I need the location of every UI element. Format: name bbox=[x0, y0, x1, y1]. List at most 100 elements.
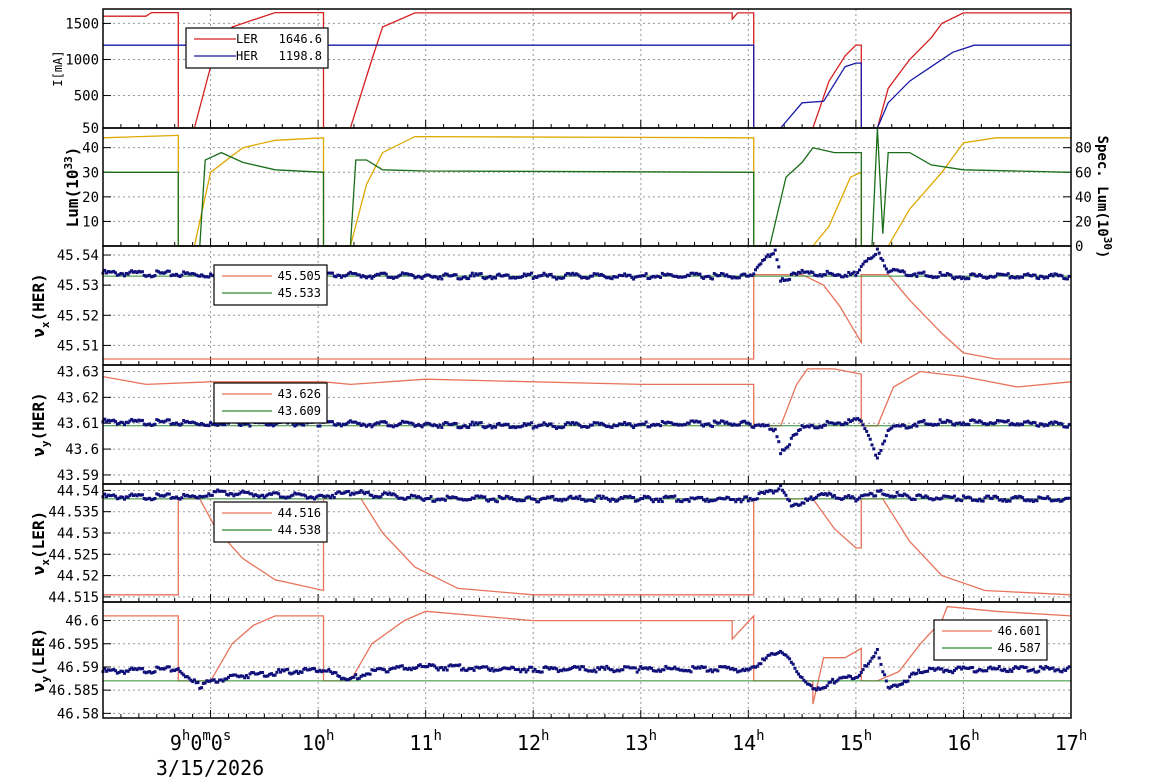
data-point-nux_her bbox=[662, 273, 666, 277]
data-point-nux_ler bbox=[456, 497, 460, 501]
data-point-nuy_her bbox=[402, 420, 406, 424]
data-point-nux_ler bbox=[237, 492, 241, 496]
data-point-nux_her bbox=[133, 270, 137, 274]
data-point-nuy_her bbox=[750, 425, 754, 429]
data-point-nux_ler bbox=[501, 497, 505, 501]
data-point-nux_ler bbox=[183, 494, 187, 498]
data-point-nuy_her bbox=[497, 421, 501, 425]
data-point-nux_her bbox=[115, 273, 119, 277]
data-point-nux_her bbox=[583, 275, 587, 279]
data-point-nux_ler bbox=[209, 493, 213, 497]
data-point-nux_ler bbox=[951, 495, 955, 499]
data-point-nux_ler bbox=[115, 497, 119, 501]
data-point-nux_ler bbox=[266, 493, 270, 497]
data-point-nux_ler bbox=[230, 492, 234, 496]
data-point-nuy_ler bbox=[707, 669, 711, 673]
data-point-nuy_her bbox=[390, 424, 394, 428]
data-point-nux_ler bbox=[517, 498, 521, 502]
data-point-nux_ler bbox=[877, 489, 881, 493]
x-tick-label: 15h bbox=[840, 728, 873, 755]
data-point-nuy_her bbox=[637, 423, 641, 427]
data-point-nux_her bbox=[1056, 274, 1060, 278]
data-point-nuy_ler bbox=[718, 665, 722, 669]
data-point-nuy_ler bbox=[1015, 666, 1019, 670]
data-point-nux_ler bbox=[544, 496, 548, 500]
data-point-nuy_her bbox=[856, 417, 860, 421]
data-point-nux_her bbox=[607, 275, 611, 279]
data-point-nux_ler bbox=[291, 493, 295, 497]
data-point-nux_ler bbox=[849, 496, 853, 500]
data-point-nux_her bbox=[922, 270, 926, 274]
data-point-nux_ler bbox=[314, 495, 318, 499]
data-point-nux_ler bbox=[228, 492, 232, 496]
data-point-nuy_her bbox=[373, 422, 377, 426]
data-point-nuy_her bbox=[415, 423, 419, 427]
data-point-nux_ler bbox=[515, 499, 519, 503]
data-point-nux_ler bbox=[983, 496, 987, 500]
data-point-nux_her bbox=[1046, 276, 1050, 280]
data-point-nux_her bbox=[872, 254, 876, 258]
data-point-nuy_her bbox=[270, 422, 274, 426]
data-point-nuy_her bbox=[128, 419, 132, 423]
data-point-nux_her bbox=[834, 273, 838, 277]
data-point-nuy_her bbox=[863, 427, 867, 431]
data-point-nuy_her bbox=[166, 418, 170, 422]
data-point-nux_her bbox=[942, 273, 946, 277]
data-point-nuy_her bbox=[893, 424, 897, 428]
data-point-nux_her bbox=[180, 273, 184, 277]
data-point-nux_ler bbox=[137, 493, 141, 497]
data-point-nuy_ler bbox=[727, 665, 731, 669]
data-point-nuy_ler bbox=[343, 677, 347, 681]
data-point-nux_her bbox=[723, 274, 727, 278]
data-point-nuy_ler bbox=[512, 666, 516, 670]
data-point-nuy_her bbox=[770, 427, 774, 431]
y-tick-label: 1000 bbox=[65, 52, 99, 68]
data-point-nux_ler bbox=[698, 496, 702, 500]
x-tick-label: 11h bbox=[409, 728, 442, 755]
data-point-nuy_her bbox=[872, 447, 876, 451]
data-point-nuy_ler bbox=[755, 664, 759, 668]
data-point-nuy_her bbox=[972, 418, 976, 422]
data-point-nuy_her bbox=[114, 420, 118, 424]
data-point-nux_ler bbox=[1030, 498, 1034, 502]
data-point-nuy_ler bbox=[615, 668, 619, 672]
data-point-nuy_ler bbox=[553, 666, 557, 670]
data-point-nuy_ler bbox=[329, 670, 333, 674]
data-point-nux_ler bbox=[628, 494, 632, 498]
data-point-nuy_her bbox=[969, 419, 973, 423]
data-point-nuy_ler bbox=[583, 668, 587, 672]
data-point-nux_her bbox=[929, 274, 933, 278]
data-point-nuy_ler bbox=[678, 668, 682, 672]
data-point-nux_her bbox=[816, 274, 820, 278]
data-point-nuy_her bbox=[802, 425, 806, 429]
data-point-nux_ler bbox=[166, 492, 170, 496]
data-point-nux_her bbox=[773, 248, 777, 252]
data-point-nuy_ler bbox=[225, 677, 229, 681]
data-point-nux_her bbox=[338, 273, 342, 277]
data-point-nux_her bbox=[576, 273, 580, 277]
data-point-nux_her bbox=[503, 273, 507, 277]
data-point-nuy_her bbox=[807, 425, 811, 429]
y-axis-label-nu: ν bbox=[29, 566, 48, 576]
data-point-nuy_her bbox=[1055, 420, 1059, 424]
data-point-nux_ler bbox=[902, 492, 906, 496]
data-point-nuy_ler bbox=[144, 671, 148, 675]
data-point-nux_ler bbox=[761, 491, 765, 495]
data-point-nuy_ler bbox=[434, 666, 438, 670]
data-point-nuy_ler bbox=[927, 666, 931, 670]
data-point-nuy_her bbox=[811, 424, 815, 428]
data-point-nuy_her bbox=[734, 423, 738, 427]
legend-box bbox=[213, 501, 328, 543]
data-point-nux_her bbox=[737, 276, 741, 280]
data-point-nux_ler bbox=[637, 498, 641, 502]
data-point-nuy_ler bbox=[153, 670, 157, 674]
data-point-nuy_her bbox=[158, 420, 162, 424]
data-point-nux_ler bbox=[969, 496, 973, 500]
data-point-nux_ler bbox=[684, 498, 688, 502]
data-point-nuy_ler bbox=[811, 687, 815, 691]
data-point-nuy_her bbox=[461, 424, 465, 428]
data-point-nux_her bbox=[608, 276, 612, 280]
data-point-nux_ler bbox=[332, 495, 336, 499]
data-point-nux_ler bbox=[1031, 500, 1035, 504]
data-point-nux_ler bbox=[574, 495, 578, 499]
